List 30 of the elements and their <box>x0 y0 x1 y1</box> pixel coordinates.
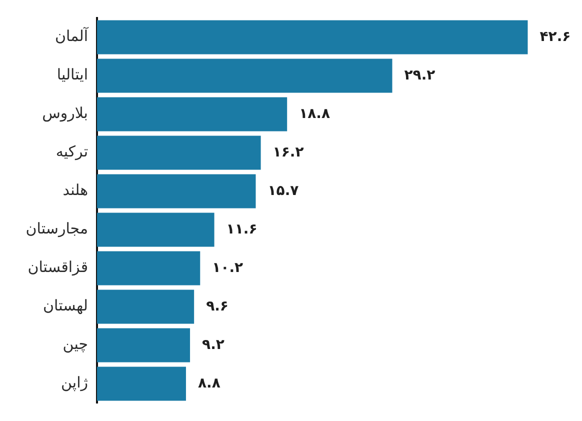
bar <box>97 20 528 54</box>
bar <box>97 251 200 286</box>
data-label: ۴۲.۶ <box>540 28 571 45</box>
data-label: ۱۸.۸ <box>299 106 330 122</box>
y-tick-label: لهستان <box>43 296 88 315</box>
bar <box>97 174 256 208</box>
data-label: ۱۶.۲ <box>272 144 304 160</box>
y-tick-label: قزاقستان <box>28 258 88 276</box>
y-tick-label: آلمان <box>55 26 89 46</box>
data-label: ۸.۸ <box>198 375 221 392</box>
bar <box>97 212 214 247</box>
data-label: ۲۹.۲ <box>404 67 436 84</box>
data-label: ۱۵.۷ <box>268 182 300 199</box>
y-tick-label: هلند <box>62 181 88 200</box>
bar <box>97 290 194 324</box>
bar <box>97 58 392 93</box>
y-tick-label: بلاروس <box>42 104 88 122</box>
data-label: ۱۱.۶ <box>226 221 258 238</box>
y-tick-label: چین <box>62 335 88 354</box>
y-tick-label: ترکیه <box>56 142 88 161</box>
bar <box>97 328 190 362</box>
y-tick-label: ژاپن <box>60 374 88 392</box>
bar <box>97 136 261 170</box>
data-label: ۹.۶ <box>206 298 228 314</box>
bar <box>97 97 288 132</box>
y-tick-label: ایتالیا <box>56 66 88 84</box>
data-label: ۹.۲ <box>202 336 225 353</box>
y-tick-label: مجارستان <box>26 220 88 238</box>
bar <box>97 366 186 401</box>
data-label: ۱۰.۲ <box>212 260 244 276</box>
